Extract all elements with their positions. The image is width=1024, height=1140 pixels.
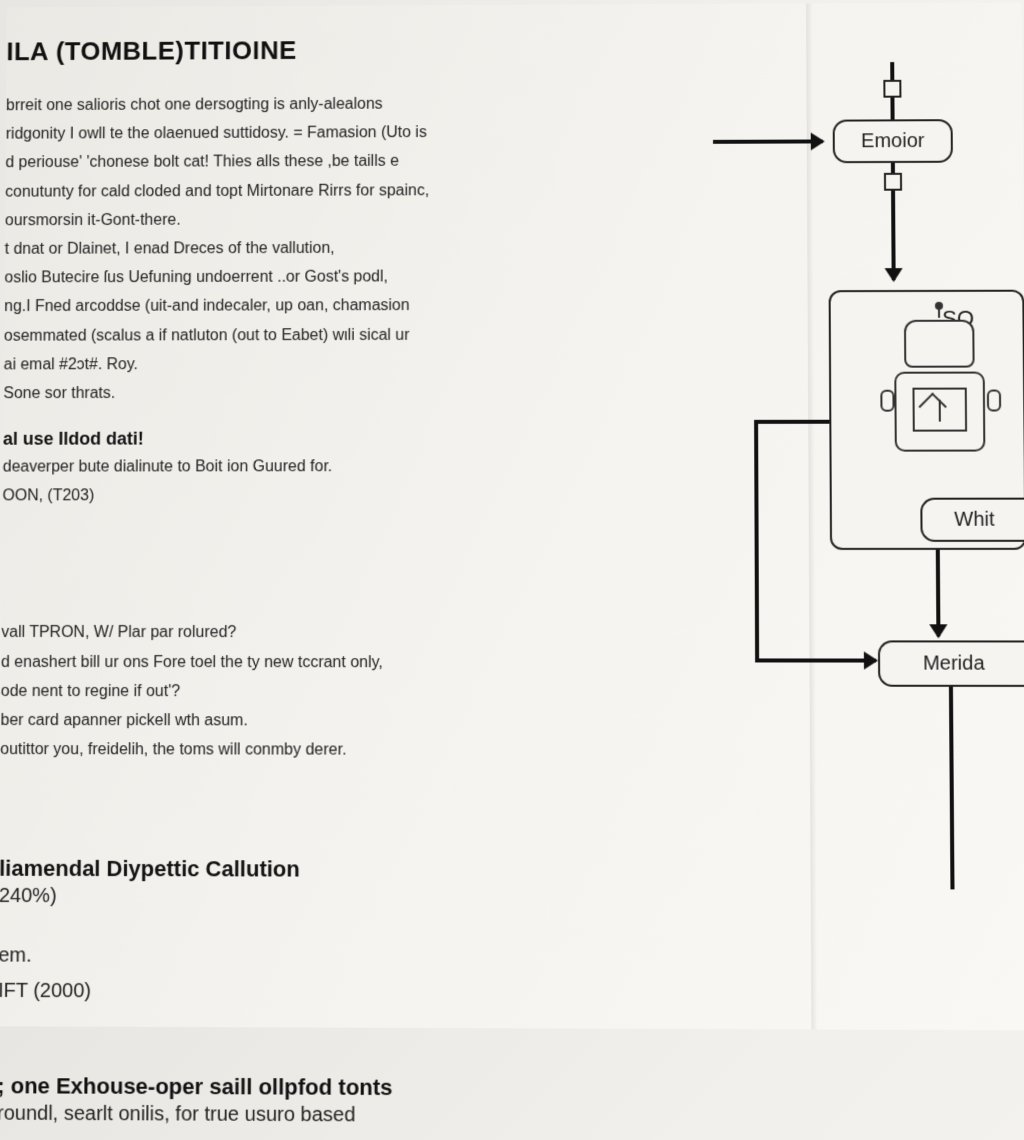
document-page: ILA (TOMBLE)TITIOINE brreit one salioris… bbox=[0, 2, 1024, 1030]
body-line: osemmated (scalus a if natluton (out to … bbox=[4, 323, 540, 347]
feedback-line-h bbox=[754, 420, 829, 424]
body-line: OON, (T203) bbox=[2, 484, 540, 508]
node-merida: Merida bbox=[878, 640, 1024, 686]
body-line: oursmorsin it-Gont-there. bbox=[5, 207, 540, 232]
connector-line bbox=[890, 62, 894, 80]
arrow-in-left bbox=[713, 139, 823, 143]
body-line: d enashert bill ur ons Fore toel the ty … bbox=[1, 651, 540, 675]
subheading-3: ; one Exhouse-oper saill ollpfod tonts bbox=[0, 1073, 540, 1102]
body-line: ai emal #2ɔt#. Roy. bbox=[4, 352, 540, 376]
connector-box-mid bbox=[884, 173, 902, 191]
page-title: ILA (TOMBLE)TITIOINE bbox=[6, 34, 539, 67]
node-whit: Whit bbox=[920, 498, 1024, 542]
connector-line bbox=[890, 98, 894, 120]
node-label: Emoior bbox=[861, 130, 925, 153]
body-line: ng.I Fned arcoddse (uit-and indecaler, u… bbox=[4, 294, 540, 318]
sub3-line: roundl, searlt onilis, for true usuro ba… bbox=[0, 1100, 540, 1132]
flowchart-column: Emoior SO Whit bbox=[693, 62, 1024, 965]
subheading-1: al use Ildod dati! bbox=[3, 428, 540, 450]
body-line: outittor you, freidelih, the toms will c… bbox=[0, 738, 540, 762]
robot-head-icon bbox=[904, 320, 975, 368]
node-emoior: Emoior bbox=[833, 119, 953, 163]
body-line: oslio Butecire ſus Uefuning undoerrent .… bbox=[4, 265, 540, 289]
body-line: ridgonity I owll te the olaenued suttido… bbox=[6, 121, 540, 146]
arrow-down-3 bbox=[949, 687, 955, 890]
robot-arm-icon bbox=[880, 390, 894, 412]
paragraph-block-3: vall TPRON, W/ Plar par rolured? d enash… bbox=[0, 621, 540, 762]
body-line: vall TPRON, W/ Plar par rolured? bbox=[1, 621, 540, 644]
body-line: ode nent to regine if out'? bbox=[1, 680, 540, 704]
body-line: d periouse' 'chonese bolt cat! Thies all… bbox=[5, 150, 539, 175]
subheading-2: liamendal Diypettic Callution bbox=[0, 856, 540, 884]
body-line: deaverper bute dialinute to Boit ion Guu… bbox=[3, 455, 540, 479]
node-label: Whit bbox=[954, 508, 995, 531]
flowchart: Emoior SO Whit bbox=[693, 62, 1024, 965]
body-line: ber card apanner pickell wth asum. bbox=[0, 709, 540, 733]
connector-line bbox=[891, 163, 895, 173]
paragraph-block-2: deaverper bute dialinute to Boit ion Guu… bbox=[2, 455, 540, 508]
body-line: brreit one salioris chot one dersogting … bbox=[6, 92, 540, 117]
body-line: conutunty for cald cloded and topt Mirto… bbox=[5, 179, 540, 204]
paragraph-block-1: brreit one salioris chot one dersogting … bbox=[3, 92, 540, 405]
feedback-arrow-h bbox=[755, 658, 876, 662]
body-line: t dnat or Dlainet, I enad Dreces of the … bbox=[5, 236, 540, 260]
robot-body-icon bbox=[894, 372, 985, 452]
left-text-column: ILA (TOMBLE)TITIOINE brreit one salioris… bbox=[0, 34, 540, 1138]
body-line: Sone sor thrats. bbox=[3, 381, 540, 405]
feedback-line-v bbox=[754, 420, 759, 661]
node-label: Merida bbox=[923, 652, 985, 675]
arrow-down-2 bbox=[936, 550, 941, 637]
connector-box-top bbox=[883, 80, 901, 98]
body-line: IFT (2000) bbox=[0, 977, 540, 1008]
robot-screen-icon bbox=[912, 388, 967, 432]
robot-arm-icon bbox=[987, 390, 1001, 412]
arrow-down-1 bbox=[891, 191, 896, 280]
body-line: em. bbox=[0, 942, 540, 973]
sub2-line: 240%) bbox=[0, 882, 540, 913]
